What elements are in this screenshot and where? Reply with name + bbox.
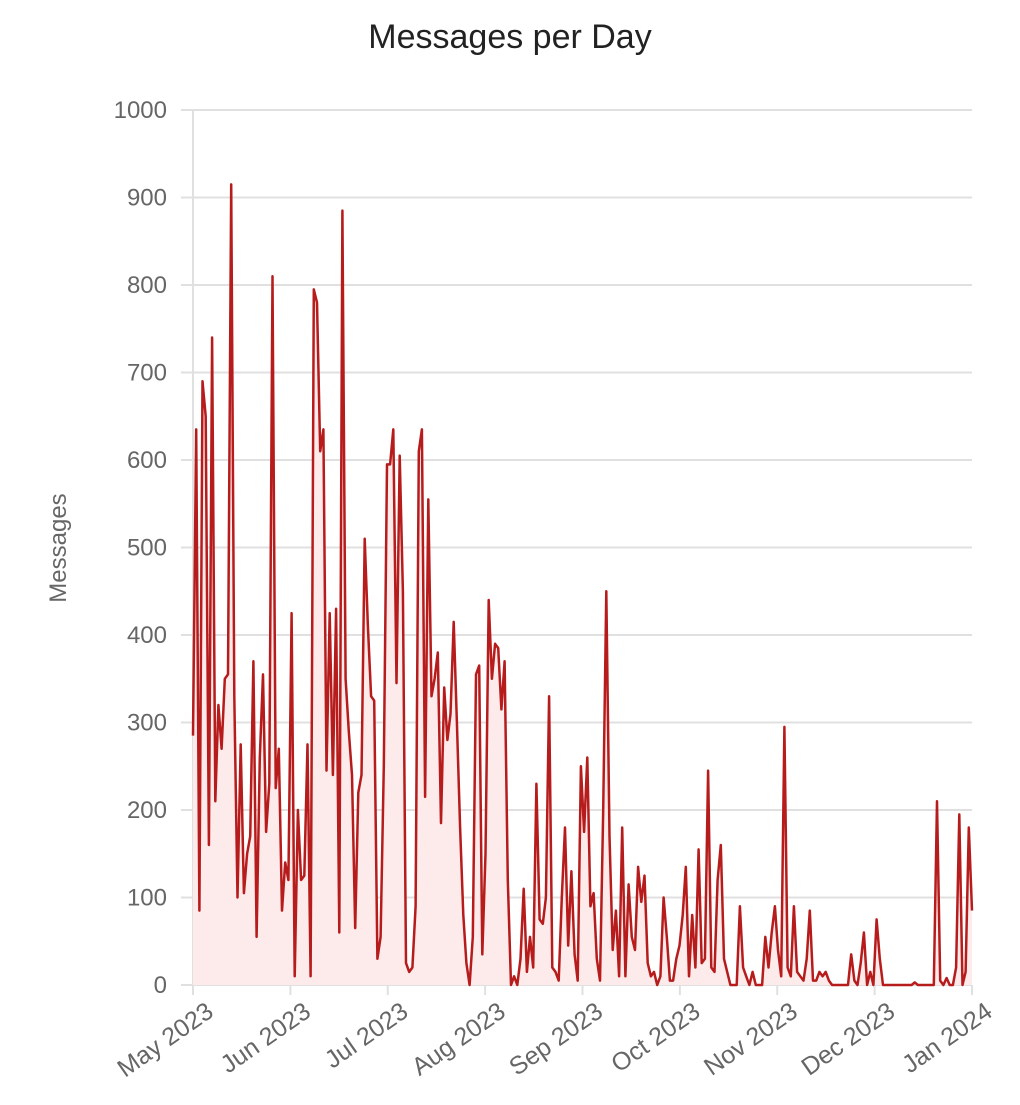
line — [191, 183, 974, 987]
y-tick-label: 100 — [127, 885, 167, 912]
x-tick-label: Jan 2024 — [897, 997, 997, 1079]
y-tick-label: 1000 — [114, 97, 167, 124]
y-tick-label: 700 — [127, 360, 167, 387]
y-tick-label: 600 — [127, 447, 167, 474]
x-tick-label: Sep 2023 — [504, 997, 608, 1081]
x-tick-label: Oct 2023 — [606, 997, 705, 1078]
x-tick-label: Nov 2023 — [699, 997, 803, 1081]
y-tick-label: 300 — [127, 710, 167, 737]
y-tick-label: 400 — [127, 622, 167, 649]
x-tick-label: Dec 2023 — [796, 997, 900, 1081]
x-tick-label: May 2023 — [112, 997, 218, 1083]
x-tick-label: Jun 2023 — [215, 997, 315, 1079]
x-tick-label: Aug 2023 — [407, 997, 511, 1081]
area — [193, 184, 972, 985]
x-tick-label: Jul 2023 — [320, 997, 413, 1074]
y-axis-label: Messages — [45, 493, 72, 602]
y-tick-label: 500 — [127, 535, 167, 562]
y-tick-label: 800 — [127, 272, 167, 299]
y-tick-label: 900 — [127, 185, 167, 212]
chart-title: Messages per Day — [368, 18, 651, 56]
y-tick-label: 200 — [127, 797, 167, 824]
y-tick-label: 0 — [154, 972, 167, 999]
